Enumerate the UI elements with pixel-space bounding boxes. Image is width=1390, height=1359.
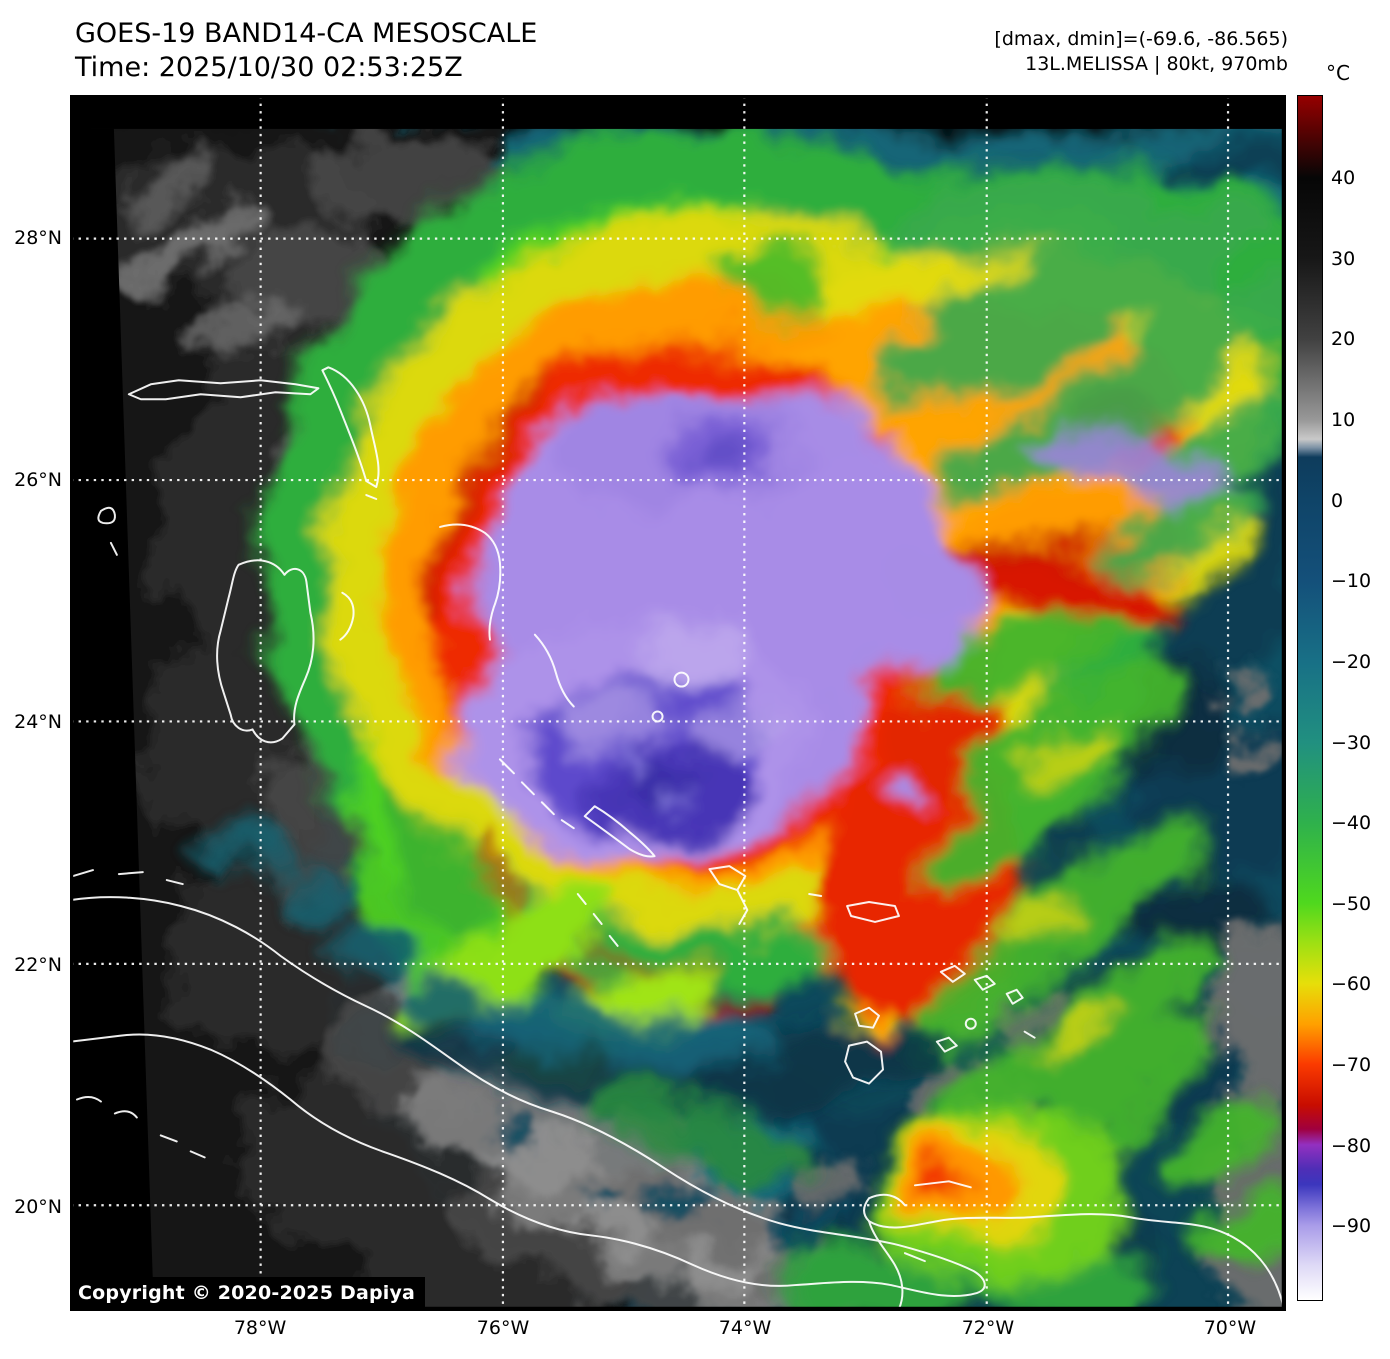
hurricane-layer — [205, 125, 1284, 1309]
coastlines — [71, 366, 1284, 1309]
satellite-map: Copyright © 2020-2025 Dapiya — [70, 95, 1286, 1311]
timestamp: Time: 2025/10/30 02:53:25Z — [75, 52, 463, 83]
lat-tick-label: 28°N — [14, 227, 62, 249]
colorbar-tick-label: −50 — [1331, 892, 1372, 915]
title-block: GOES-19 BAND14-CA MESOSCALE Time: 2025/1… — [75, 17, 537, 85]
lon-tick-label: 70°W — [1203, 1317, 1257, 1339]
lon-tick-label: 76°W — [476, 1317, 530, 1339]
colorbar-tick-label: −20 — [1331, 650, 1372, 673]
lat-tick-label: 22°N — [14, 954, 62, 977]
copyright-badge: Copyright © 2020-2025 Dapiya — [71, 1277, 426, 1310]
lat-tick-label: 26°N — [14, 468, 62, 491]
lon-tick-label: 72°W — [961, 1317, 1015, 1339]
colorbar-tick-label: −10 — [1331, 570, 1372, 593]
colorbar-tick-label: −40 — [1331, 812, 1372, 835]
colorbar-tick-label: −60 — [1331, 973, 1372, 996]
lat-tick-label: 24°N — [14, 710, 62, 733]
colorbar-tick-label: −80 — [1331, 1134, 1372, 1157]
colorbar-tick-label: 20 — [1331, 328, 1356, 351]
colorbar-tick-label: −70 — [1331, 1054, 1372, 1077]
page-title: GOES-19 BAND14-CA MESOSCALE — [75, 18, 538, 49]
colorbar-tick-label: −90 — [1331, 1215, 1372, 1238]
data-range: [dmax, dmin]=(-69.6, -86.565) — [994, 28, 1288, 50]
map-border — [71, 96, 1284, 1309]
colorbar-tick-label: 0 — [1331, 489, 1344, 512]
lon-tick-label: 78°W — [233, 1317, 287, 1339]
no-data-mask — [71, 96, 1284, 1309]
colorbar-tick-label: −30 — [1331, 731, 1372, 754]
satellite-image — [71, 96, 1284, 1309]
gridlines — [71, 96, 1284, 1309]
colorbar — [1297, 95, 1323, 1301]
storm-info: 13L.MELISSA | 80kt, 970mb — [1025, 53, 1288, 75]
colorbar-tick-label: 40 — [1331, 167, 1356, 190]
lon-tick-label: 74°W — [718, 1317, 772, 1339]
colorbar-unit: °C — [1326, 61, 1350, 85]
colorbar-tick-label: 30 — [1331, 247, 1356, 270]
header-right: [dmax, dmin]=(-69.6, -86.565) 13L.MELISS… — [994, 27, 1288, 77]
colorbar-tick-label: 10 — [1331, 409, 1356, 432]
lat-tick-label: 20°N — [14, 1196, 62, 1219]
